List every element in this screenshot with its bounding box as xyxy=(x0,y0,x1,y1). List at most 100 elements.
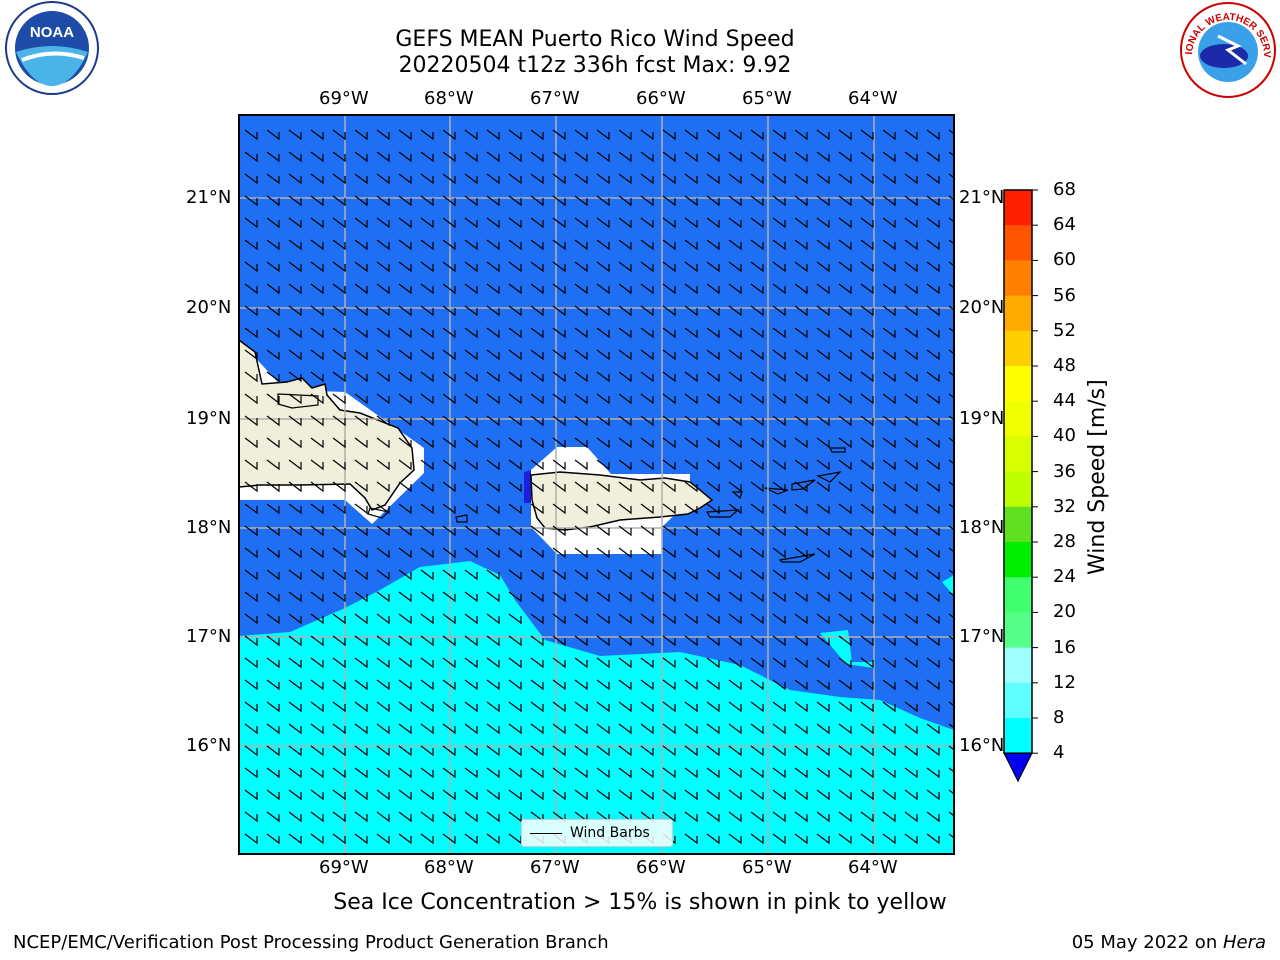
wind-barb xyxy=(376,173,390,185)
wind-barb xyxy=(794,437,808,449)
wind-barb xyxy=(772,701,786,713)
wind-barb xyxy=(398,591,412,603)
wind-barb xyxy=(464,745,478,757)
wind-barb xyxy=(552,635,566,647)
wind-barb xyxy=(640,613,654,625)
wind-barb xyxy=(772,723,786,735)
wind-barb xyxy=(288,635,302,647)
wind-barb xyxy=(552,723,566,735)
wind-barb xyxy=(706,481,720,493)
wind-barb xyxy=(926,195,940,207)
wind-barb xyxy=(772,305,786,317)
wind-barb xyxy=(288,393,302,405)
wind-barb xyxy=(882,349,896,361)
wind-barb xyxy=(816,679,830,691)
colorbar-segment xyxy=(1004,682,1032,719)
wind-barb xyxy=(266,833,280,845)
wind-barb xyxy=(706,613,720,625)
colorbar-segment xyxy=(1004,330,1032,367)
wind-barb xyxy=(750,327,764,339)
wind-barb xyxy=(706,635,720,647)
wind-barb xyxy=(244,459,258,471)
colorbar-segment xyxy=(1004,190,1032,226)
colorbar-tick-label: 16 xyxy=(1053,636,1076,658)
wind-barb xyxy=(552,261,566,273)
wind-barb xyxy=(904,327,918,339)
wind-barb xyxy=(618,679,632,691)
lat-label-left: 19°N xyxy=(186,408,232,429)
wind-barb xyxy=(376,415,390,427)
wind-barb xyxy=(442,569,456,581)
wind-barb xyxy=(266,767,280,779)
wind-barb xyxy=(882,283,896,295)
wind-barb xyxy=(376,789,390,801)
wind-barb xyxy=(398,547,412,559)
wind-barb xyxy=(530,195,544,207)
colorbar-tick-label: 36 xyxy=(1053,460,1076,482)
wind-barb xyxy=(882,239,896,251)
wind-barb xyxy=(662,327,676,339)
wind-barb xyxy=(618,525,632,537)
wind-barb xyxy=(332,415,346,427)
wind-barb xyxy=(530,613,544,625)
colorbar-segment xyxy=(1004,542,1032,578)
wind-barb xyxy=(376,745,390,757)
wind-barb xyxy=(772,481,786,493)
wind-barb xyxy=(574,547,588,559)
wind-barb xyxy=(904,547,918,559)
wind-barb xyxy=(288,151,302,163)
wind-barb xyxy=(354,613,368,625)
wind-barb xyxy=(816,305,830,317)
wind-barb xyxy=(464,151,478,163)
wind-barb xyxy=(244,327,258,339)
wind-barb xyxy=(640,151,654,163)
wind-barb xyxy=(860,393,874,405)
wind-barb xyxy=(640,657,654,669)
wind-barb xyxy=(750,481,764,493)
wind-barb xyxy=(354,679,368,691)
wind-barb xyxy=(288,129,302,141)
wind-barb xyxy=(882,635,896,647)
wind-barb xyxy=(838,701,852,713)
wind-barb xyxy=(244,129,258,141)
wind-barb xyxy=(354,591,368,603)
colorbar-tick-label: 32 xyxy=(1053,495,1076,517)
wind-barb xyxy=(244,833,258,845)
wind-barb xyxy=(684,767,698,779)
wind-barb xyxy=(618,173,632,185)
wind-barb xyxy=(706,701,720,713)
wind-barb xyxy=(442,349,456,361)
wind-barb xyxy=(530,239,544,251)
wind-barb xyxy=(662,129,676,141)
wind-barb xyxy=(376,833,390,845)
wind-barb xyxy=(728,789,742,801)
wind-barb xyxy=(706,657,720,669)
wind-barb xyxy=(596,767,610,779)
wind-barb xyxy=(244,239,258,251)
wind-barb xyxy=(288,789,302,801)
wind-barb xyxy=(728,701,742,713)
wind-barb xyxy=(860,371,874,383)
wind-barb xyxy=(442,723,456,735)
wind-barb xyxy=(266,657,280,669)
map-frame xyxy=(238,114,955,855)
wind-barb xyxy=(376,569,390,581)
wind-barb xyxy=(728,679,742,691)
wind-barb xyxy=(354,415,368,427)
wind-barb xyxy=(266,701,280,713)
wind-barb xyxy=(464,635,478,647)
wind-barb xyxy=(816,591,830,603)
wind-barb xyxy=(662,811,676,823)
wind-barb xyxy=(442,371,456,383)
wind-barb xyxy=(904,151,918,163)
wind-barb xyxy=(442,261,456,273)
wind-barb xyxy=(266,679,280,691)
wind-barb xyxy=(640,635,654,647)
wind-barb xyxy=(618,437,632,449)
wind-barb xyxy=(574,261,588,273)
wind-barb xyxy=(310,305,324,317)
wind-barb xyxy=(420,349,434,361)
colorbar xyxy=(1003,189,1038,783)
wind-barb xyxy=(860,833,874,845)
wind-barb xyxy=(838,195,852,207)
